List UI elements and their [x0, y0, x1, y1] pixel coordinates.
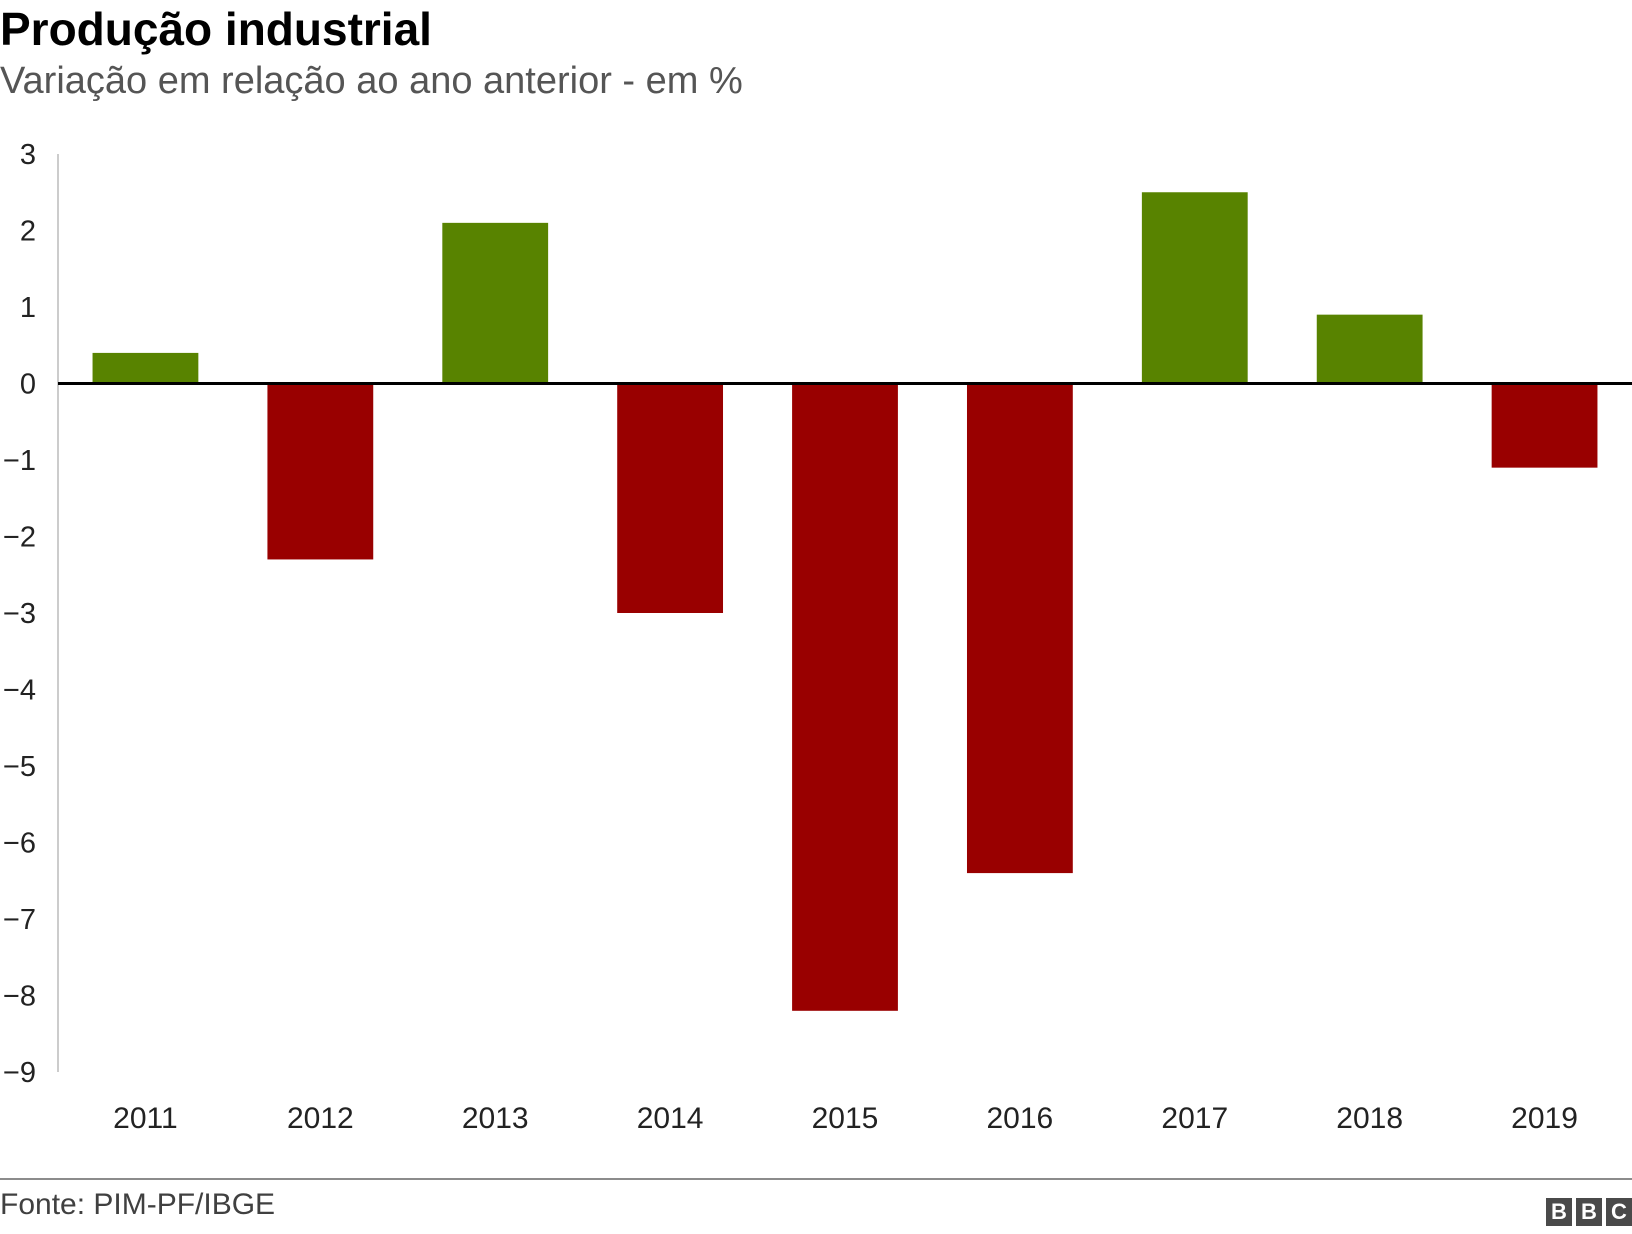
x-tick-label: 2016	[987, 1102, 1054, 1135]
x-tick-label: 2013	[462, 1102, 529, 1135]
bar-2016	[966, 383, 1073, 874]
x-tick-label: 2017	[1161, 1102, 1228, 1135]
x-tick-label: 2018	[1336, 1102, 1403, 1135]
y-tick-label: 1	[20, 292, 36, 324]
x-tick-label: 2011	[113, 1102, 178, 1135]
bar-2013	[442, 222, 549, 384]
y-tick-label: −5	[3, 751, 36, 783]
bar-2015	[792, 383, 898, 1011]
x-tick-label: 2019	[1511, 1102, 1578, 1135]
y-tick-label: −9	[3, 1057, 36, 1089]
bar-2011	[92, 352, 199, 384]
bbc-logo: B B C	[1546, 1198, 1632, 1226]
source-note: Fonte: PIM-PF/IBGE	[0, 1188, 276, 1221]
bbc-logo-letter: C	[1606, 1198, 1632, 1226]
footer-divider	[0, 1178, 1632, 1180]
y-tick-label: −7	[3, 904, 36, 936]
x-tick-label: 2015	[812, 1102, 879, 1135]
y-tick-label: −8	[3, 981, 36, 1013]
y-tick-label: −6	[3, 828, 36, 860]
bar-2012	[267, 383, 374, 560]
y-tick-label: 0	[20, 369, 36, 401]
x-tick-label: 2012	[287, 1102, 354, 1135]
y-tick-label: 2	[20, 216, 36, 248]
chart-subtitle: Variação em relação ao ano anterior - em…	[0, 60, 743, 102]
y-tick-label: 3	[20, 139, 36, 171]
y-tick-label: −4	[3, 675, 36, 707]
y-tick-label: −3	[3, 598, 36, 630]
y-tick-label: −2	[3, 522, 36, 554]
bar-2014	[617, 383, 724, 613]
y-tick-label: −1	[3, 445, 36, 477]
chart-title: Produção industrial	[0, 3, 432, 55]
bbc-logo-letter: B	[1576, 1198, 1602, 1226]
bar-2017	[1141, 192, 1248, 384]
bbc-logo-letter: B	[1546, 1198, 1572, 1226]
bar-2018	[1316, 314, 1423, 384]
x-tick-label: 2014	[637, 1102, 704, 1135]
bar-2019	[1491, 383, 1598, 468]
